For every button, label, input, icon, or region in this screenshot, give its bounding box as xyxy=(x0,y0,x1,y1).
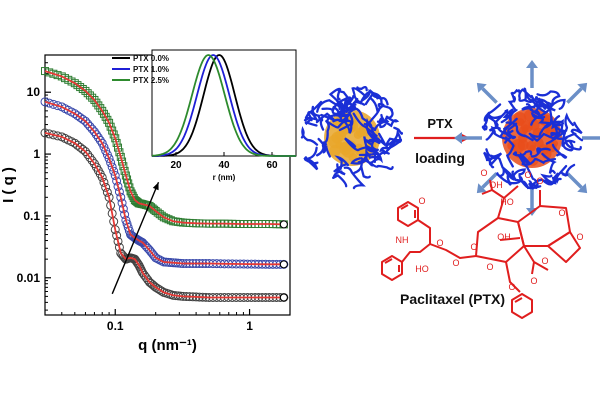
data-point xyxy=(116,152,125,161)
legend-label: PTX 0.0% xyxy=(133,54,169,63)
fit-line xyxy=(44,70,284,226)
data-point xyxy=(83,89,92,98)
data-series xyxy=(40,128,289,302)
data-point xyxy=(132,257,142,267)
data-point xyxy=(85,121,95,131)
data-point xyxy=(139,270,149,280)
data-point xyxy=(88,93,97,102)
data-point xyxy=(102,187,112,197)
inset-x-tick-label: 20 xyxy=(170,160,182,171)
data-point xyxy=(112,231,122,241)
y-tick-label: 0.1 xyxy=(23,209,40,223)
inset-x-tick-label: 40 xyxy=(218,160,230,171)
inset-frame xyxy=(151,49,297,157)
data-point xyxy=(85,91,94,100)
data-point xyxy=(87,156,97,166)
x-tick-label: 1 xyxy=(246,319,253,333)
data-point xyxy=(110,171,120,181)
data-point xyxy=(40,97,50,107)
data-point xyxy=(107,162,117,172)
data-point xyxy=(119,162,128,171)
legend-label: PTX 1.0% xyxy=(133,65,169,74)
legend-label: PTX 2.5% xyxy=(133,76,169,85)
data-point xyxy=(97,172,107,182)
data-point xyxy=(81,86,90,95)
data-point xyxy=(114,143,123,152)
trend-arrow-line xyxy=(111,182,160,295)
data-point xyxy=(49,69,58,78)
x-tick-label: 0.1 xyxy=(107,319,124,333)
end-marker xyxy=(279,293,288,302)
data-point xyxy=(85,153,95,163)
data-point xyxy=(155,255,165,265)
inset-x-axis-label: r (nm) xyxy=(213,173,236,182)
data-point xyxy=(131,256,141,266)
inset-legend: PTX 0.0% PTX 1.0% PTX 2.5% xyxy=(112,54,169,85)
end-marker xyxy=(279,260,288,269)
data-point xyxy=(112,138,121,147)
data-point xyxy=(53,101,63,111)
trend-arrow-head xyxy=(152,182,159,191)
inset-axes: 20 40 60 r (nm) xyxy=(151,49,297,182)
data-series xyxy=(40,97,289,269)
data-point xyxy=(44,98,54,108)
data-point xyxy=(95,135,105,145)
data-point xyxy=(83,119,93,129)
data-point xyxy=(101,182,111,192)
data-point xyxy=(115,148,124,157)
data-point xyxy=(118,157,127,166)
y-tick-label: 0.01 xyxy=(17,271,41,285)
data-point xyxy=(111,134,120,143)
data-point xyxy=(109,166,119,176)
end-marker xyxy=(279,220,288,229)
data-point xyxy=(113,236,123,246)
main-series xyxy=(40,67,289,302)
data-point xyxy=(157,256,167,266)
data-point xyxy=(83,150,93,160)
data-point xyxy=(48,99,58,109)
fit-line xyxy=(44,100,284,266)
data-point xyxy=(124,226,134,236)
data-point xyxy=(40,128,50,138)
data-point xyxy=(80,116,90,126)
y-tick-label: 1 xyxy=(33,147,40,161)
data-point xyxy=(106,158,116,168)
distribution-curve xyxy=(152,54,296,157)
x-axis-label: q (nm⁻¹) xyxy=(138,337,197,354)
main-annotations xyxy=(111,182,160,295)
data-point xyxy=(104,153,114,163)
y-tick-label: 10 xyxy=(27,85,41,99)
data-point xyxy=(99,177,109,187)
fit-line xyxy=(44,132,284,299)
data-point xyxy=(41,67,49,76)
inset-x-tick-label: 60 xyxy=(266,160,278,171)
data-point xyxy=(141,273,151,283)
data-point xyxy=(45,68,54,77)
data-point xyxy=(114,187,124,197)
data-series xyxy=(41,67,288,229)
data-point xyxy=(78,144,88,154)
data-point xyxy=(112,176,122,186)
data-point xyxy=(80,147,90,157)
data-point xyxy=(138,268,148,278)
data-point xyxy=(78,84,87,93)
size-distribution-inset: 20 40 60 r (nm) PTX 0.0% PTX 1.0% PTX 2.5% xyxy=(112,49,297,182)
data-point xyxy=(113,181,123,191)
y-axis-label: I ( q ) xyxy=(0,167,17,203)
data-point xyxy=(78,114,88,124)
inset-series xyxy=(152,54,296,157)
